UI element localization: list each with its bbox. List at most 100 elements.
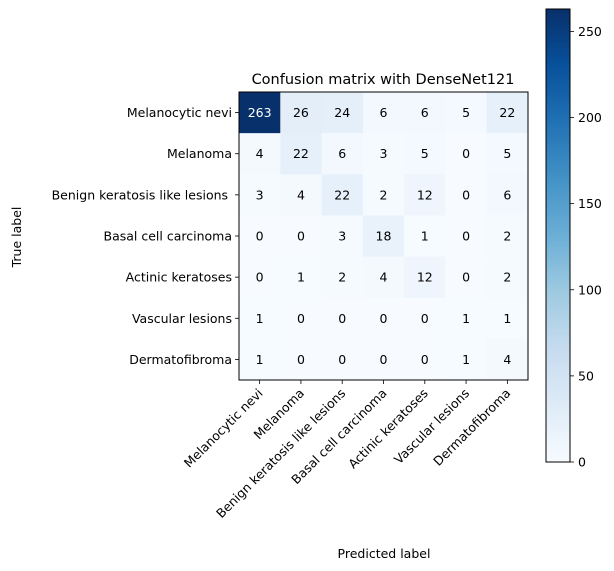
- cell-value-label: 26: [293, 105, 309, 120]
- colorbar-ticks: 0 50 100 150 200 250: [570, 24, 602, 470]
- colorbar-tick-label: 150: [578, 196, 602, 211]
- y-tick-label: Vascular lesions: [132, 311, 232, 326]
- cell-value-label: 3: [380, 146, 388, 161]
- cell-value-label: 1: [462, 352, 470, 367]
- heatmap-cell: [362, 256, 405, 299]
- heatmap-cell: [404, 256, 446, 299]
- heatmap-cell: [321, 338, 364, 381]
- heatmap-cell: [321, 297, 364, 340]
- cell-value-label: 3: [256, 187, 264, 202]
- heatmap-cell: [486, 174, 529, 216]
- heatmap-cell: [486, 133, 529, 175]
- cell-value-label: 22: [334, 187, 350, 202]
- cell-value-label: 6: [338, 146, 346, 161]
- cell-value-label: 0: [338, 311, 346, 326]
- heatmap-cell: [321, 133, 364, 175]
- heatmap-cell: [486, 92, 529, 134]
- x-tick-label: Dermatofibroma: [430, 386, 513, 469]
- heatmap-cell: [486, 297, 529, 340]
- cell-value-label: 0: [380, 311, 388, 326]
- heatmap-cell: [280, 297, 323, 340]
- cell-value-label: 0: [380, 352, 388, 367]
- cell-value-label: 5: [421, 146, 429, 161]
- heatmap-cell: [362, 133, 405, 175]
- cell-value-label: 4: [380, 270, 388, 285]
- cell-value-label: 24: [334, 105, 350, 120]
- heatmap-cell: [445, 297, 488, 340]
- heatmap-cell: [280, 133, 323, 175]
- cell-value-labels: 263 26 24 6 6 5 224 22 6 3 5 0 53 4 22 2 12 0 60 0 3 18 1 0 20 1 2…: [248, 105, 516, 367]
- x-axis-label: Predicted label: [338, 546, 431, 561]
- chart-title: Confusion matrix with DenseNet121: [252, 72, 515, 88]
- heatmap-cell: [445, 92, 488, 134]
- cell-value-label: 22: [499, 105, 515, 120]
- cell-value-label: 12: [417, 270, 433, 285]
- cell-value-label: 1: [297, 270, 305, 285]
- cell-value-label: 2: [338, 270, 346, 285]
- heatmap-cell: [280, 338, 323, 381]
- heatmap-cell: [445, 338, 488, 381]
- cell-value-label: 0: [256, 270, 264, 285]
- cell-value-label: 3: [338, 229, 346, 244]
- cell-value-label: 4: [297, 187, 305, 202]
- heatmap-cell: [321, 256, 364, 299]
- heatmap-cell: [321, 174, 364, 216]
- heatmap-cell: [362, 338, 405, 381]
- y-tick-label: Melanocytic nevi: [127, 105, 232, 120]
- cell-value-label: 0: [297, 229, 305, 244]
- cell-value-label: 12: [417, 187, 433, 202]
- heatmap-cell: [445, 215, 488, 258]
- cell-value-label: 0: [462, 187, 470, 202]
- heatmap-cell: [486, 215, 529, 258]
- y-axis-ticks: Melanocytic nevi Melanoma Benign keratosis…: [52, 105, 239, 367]
- colorbar-tick-label: 100: [578, 282, 602, 297]
- heatmap-cell: [239, 256, 281, 299]
- heatmap-cell: [362, 92, 405, 134]
- cell-value-label: 2: [380, 187, 388, 202]
- cell-value-label: 263: [248, 105, 272, 120]
- x-tick-label: Vascular lesions: [391, 386, 472, 467]
- colorbar: [545, 8, 571, 463]
- cell-value-label: 1: [421, 229, 429, 244]
- cell-value-label: 0: [421, 311, 429, 326]
- cell-value-label: 1: [503, 311, 511, 326]
- y-tick-label: Melanoma: [167, 146, 232, 161]
- heatmap-cell: [362, 215, 405, 258]
- heatmap-cell: [486, 338, 529, 381]
- heatmap-cell: [321, 92, 364, 134]
- heatmap-cell: [445, 133, 488, 175]
- cell-value-label: 4: [503, 352, 511, 367]
- cell-value-label: 0: [421, 352, 429, 367]
- heatmap-cell: [445, 174, 488, 216]
- y-axis-label: True label: [9, 207, 24, 269]
- heatmap-cell: [239, 133, 281, 175]
- cell-value-label: 0: [462, 229, 470, 244]
- heatmap-cell: [404, 338, 446, 381]
- cell-value-label: 1: [256, 311, 264, 326]
- y-tick-label: Actinic keratoses: [126, 270, 232, 285]
- cell-value-label: 22: [293, 146, 309, 161]
- cell-value-label: 18: [376, 229, 392, 244]
- heatmap-cell: [239, 297, 281, 340]
- cell-value-label: 4: [256, 146, 264, 161]
- cell-value-label: 0: [462, 146, 470, 161]
- cell-value-label: 0: [256, 229, 264, 244]
- heatmap-cell: [239, 338, 281, 381]
- heatmap-cell: [404, 297, 446, 340]
- cell-value-label: 0: [338, 352, 346, 367]
- heatmap-cell: [280, 92, 323, 134]
- cell-value-label: 5: [462, 105, 470, 120]
- y-tick-label: Benign keratosis like lesions: [52, 187, 232, 202]
- heatmap-cell: [404, 215, 446, 258]
- cell-value-label: 6: [503, 187, 511, 202]
- heatmap-cell: [404, 92, 446, 134]
- colorbar-tick-label: 50: [578, 368, 594, 383]
- heatmap-cell: [362, 174, 405, 216]
- colorbar-tick-label: 0: [578, 455, 586, 470]
- y-tick-label: Dermatofibroma: [129, 352, 232, 367]
- heatmap-cell: [486, 256, 529, 299]
- cell-value-label: 6: [380, 105, 388, 120]
- colorbar-tick-label: 200: [578, 110, 602, 125]
- heatmap-cell: [362, 297, 405, 340]
